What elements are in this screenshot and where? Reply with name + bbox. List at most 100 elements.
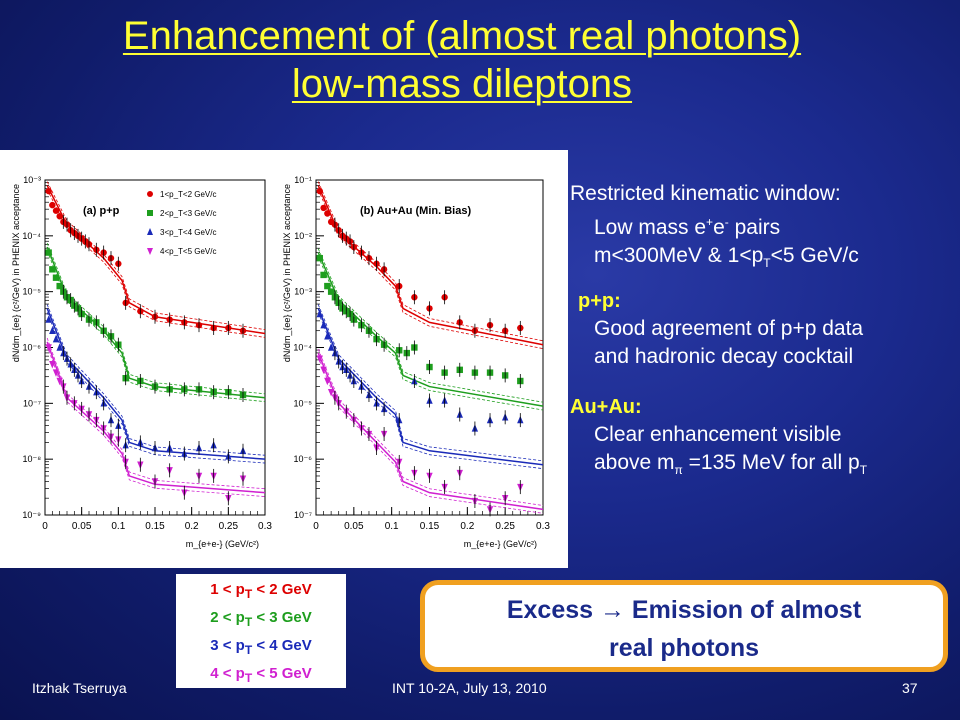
x-tick-label: 0.25 bbox=[495, 521, 515, 532]
pp-line-1: Good agreement of p+p data bbox=[594, 317, 864, 341]
data-point bbox=[320, 204, 327, 212]
excess-line-1: Excess → Emission of almost bbox=[506, 596, 862, 624]
y-tick-label: 10⁻⁴ bbox=[293, 343, 312, 353]
y-tick-label: 10⁻⁶ bbox=[23, 343, 42, 353]
legend-label: 4<p_T<5 GeV/c bbox=[160, 247, 216, 256]
cocktail-curve bbox=[317, 312, 544, 470]
excess-callout: Excess → Emission of almost real photons bbox=[420, 580, 948, 672]
data-point bbox=[52, 369, 60, 377]
pt-legend-row: 1 < pT < 2 GeV bbox=[210, 581, 312, 601]
kinematic-line-window: m<300MeV & 1<pT<5 GeV/c bbox=[594, 244, 859, 271]
x-tick-label: 0.05 bbox=[72, 521, 92, 532]
auau-line-1: Clear enhancement visible bbox=[594, 423, 842, 447]
data-point bbox=[320, 271, 327, 279]
x-tick-label: 0 bbox=[42, 521, 48, 532]
title-line-2: low-mass dileptons bbox=[291, 62, 633, 106]
data-point bbox=[316, 254, 323, 262]
legend-marker bbox=[147, 248, 153, 255]
data-point bbox=[52, 274, 60, 281]
data-point bbox=[45, 187, 52, 195]
cocktail-curve bbox=[317, 349, 544, 506]
y-tick-label: 10⁻⁵ bbox=[23, 287, 42, 297]
y-tick-label: 10⁻⁹ bbox=[22, 510, 41, 520]
legend-marker bbox=[147, 210, 153, 216]
pp-heading: p+p: bbox=[578, 290, 621, 313]
slide-title: Enhancement of (almost real photons) low… bbox=[0, 12, 924, 108]
cocktail-curve bbox=[317, 304, 544, 462]
data-point bbox=[49, 201, 56, 209]
data-point bbox=[56, 377, 63, 386]
x-tick-label: 0.1 bbox=[385, 521, 399, 532]
figure-panel: 10⁻⁹ 10⁻⁸ 10⁻⁷ 10⁻⁶ 10⁻⁵ 10⁻⁴ 10⁻³ 0 0.05 0.1 0.15… bbox=[0, 150, 568, 568]
footer-page-number: 37 bbox=[902, 680, 918, 696]
x-tick-label: 0.2 bbox=[185, 521, 199, 532]
x-axis-label: m_{e+e-} (GeV/c²) bbox=[186, 539, 259, 549]
legend-label: 1<p_T<2 GeV/c bbox=[160, 190, 216, 199]
x-tick-label: 0.05 bbox=[344, 521, 364, 532]
kinematic-heading: Restricted kinematic window: bbox=[570, 182, 841, 205]
data-point bbox=[320, 320, 327, 329]
footer-event: INT 10-2A, July 13, 2010 bbox=[392, 680, 547, 696]
x-tick-label: 0.1 bbox=[111, 521, 125, 532]
data-point bbox=[324, 377, 331, 386]
panel-title: (b) Au+Au (Min. Bias) bbox=[360, 205, 471, 217]
kinematic-line-mass: Low mass e+e- pairs bbox=[594, 215, 781, 239]
x-tick-label: 0.25 bbox=[219, 521, 239, 532]
legend-label: 2<p_T<3 GeV/c bbox=[160, 209, 216, 218]
y-axis-label: dN/dm_{ee} (c²/GeV) in PHENIX acceptance bbox=[282, 184, 292, 362]
pt-legend-row: 4 < pT < 5 GeV bbox=[210, 665, 312, 685]
data-point bbox=[324, 210, 331, 217]
auau-line-2: above mπ =135 MeV for all pT bbox=[594, 451, 868, 478]
y-tick-label: 10⁻⁴ bbox=[22, 231, 41, 241]
x-tick-label: 0.2 bbox=[460, 521, 474, 532]
panel-title: (a) p+p bbox=[83, 205, 120, 217]
title-line-1: Enhancement of (almost real photons) bbox=[122, 14, 802, 58]
plot-frame bbox=[315, 179, 544, 516]
data-point bbox=[49, 266, 56, 273]
data-point bbox=[45, 344, 52, 352]
pt-legend-row: 3 < pT < 4 GeV bbox=[210, 637, 312, 657]
y-tick-label: 10⁻⁵ bbox=[294, 398, 313, 408]
y-tick-label: 10⁻⁷ bbox=[23, 398, 41, 408]
y-axis-label: dN/dm_{ee} (c²/GeV) in PHENIX acceptance bbox=[11, 184, 21, 362]
data-point bbox=[316, 187, 323, 195]
footer-author: Itzhak Tserruya bbox=[32, 680, 127, 696]
data-point bbox=[327, 288, 335, 295]
legend-label: 3<p_T<4 GeV/c bbox=[160, 228, 216, 237]
pp-line-2: and hadronic decay cocktail bbox=[594, 345, 854, 369]
data-point bbox=[52, 207, 60, 214]
data-point bbox=[327, 388, 335, 397]
legend-marker bbox=[147, 191, 153, 197]
right-text-block: Restricted kinematic window: Low mass e+… bbox=[570, 180, 958, 484]
data-point bbox=[52, 334, 60, 343]
y-tick-label: 10⁻² bbox=[294, 231, 312, 241]
y-tick-label: 10⁻¹ bbox=[294, 175, 312, 185]
cocktail-curve bbox=[46, 345, 266, 497]
y-tick-label: 10⁻³ bbox=[23, 175, 41, 185]
data-point bbox=[327, 343, 335, 351]
y-tick-label: 10⁻⁶ bbox=[294, 454, 313, 464]
data-point bbox=[56, 343, 63, 351]
legend-marker bbox=[147, 228, 153, 235]
cocktail-curve bbox=[317, 356, 544, 514]
x-tick-label: 0.15 bbox=[145, 521, 165, 532]
dilepton-mass-spectra-figure: 10⁻⁹ 10⁻⁸ 10⁻⁷ 10⁻⁶ 10⁻⁵ 10⁻⁴ 10⁻³ 0 0.05 0.1 0.15… bbox=[11, 175, 550, 549]
y-tick-label: 10⁻³ bbox=[294, 287, 312, 297]
x-tick-label: 0.3 bbox=[536, 521, 550, 532]
excess-line-2: real photons bbox=[608, 634, 759, 662]
data-point bbox=[56, 282, 63, 290]
x-tick-label: 0 bbox=[313, 521, 319, 532]
pt-legend-box: 1 < pT < 2 GeV 2 < pT < 3 GeV 3 < pT < 4 G… bbox=[176, 574, 346, 688]
data-point bbox=[316, 355, 323, 363]
data-point bbox=[324, 332, 331, 340]
data-point bbox=[324, 282, 331, 290]
x-tick-label: 0.15 bbox=[420, 521, 440, 532]
data-point bbox=[45, 249, 52, 256]
data-point bbox=[45, 315, 52, 323]
x-axis-label: m_{e+e-} (GeV/c²) bbox=[464, 539, 537, 549]
x-tick-label: 0.3 bbox=[258, 521, 272, 532]
data-point bbox=[49, 361, 56, 369]
auau-heading: Au+Au: bbox=[570, 396, 642, 419]
y-tick-label: 10⁻⁸ bbox=[22, 454, 41, 464]
data-point bbox=[320, 366, 327, 375]
